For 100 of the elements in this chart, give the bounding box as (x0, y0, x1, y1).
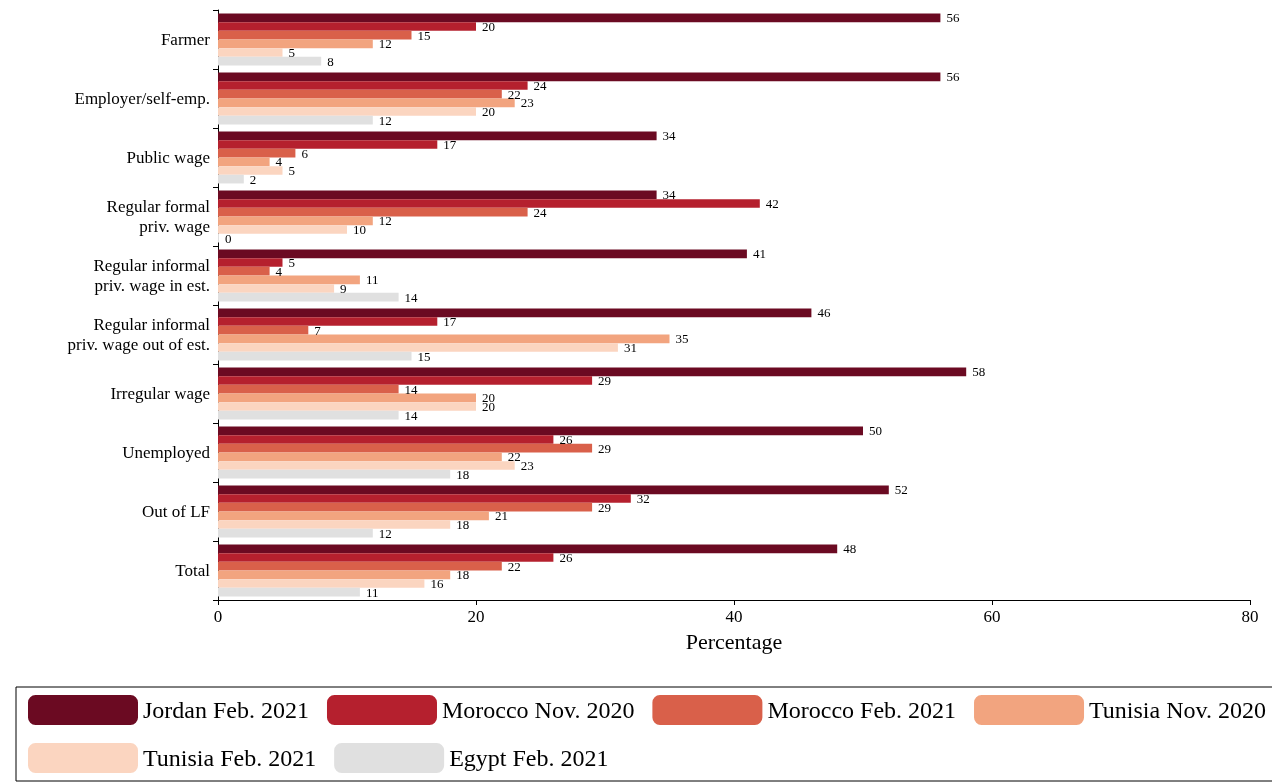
bar (218, 81, 528, 90)
x-tick-label: 40 (725, 607, 743, 626)
bar (218, 410, 399, 420)
x-tick-label: 80 (1241, 607, 1259, 626)
bar (218, 452, 502, 462)
bar (218, 402, 476, 411)
data-label: 11 (365, 584, 379, 600)
legend-label: Morocco Nov. 2020 (441, 697, 635, 723)
data-label: 34 (662, 187, 677, 203)
data-label: 5 (288, 44, 295, 60)
data-label: 22 (507, 449, 521, 465)
legend-label: Morocco Feb. 2021 (767, 697, 957, 723)
data-label: 35 (675, 331, 689, 347)
bar (218, 587, 360, 597)
data-label: 6 (301, 145, 309, 161)
bar (218, 384, 399, 394)
data-label: 56 (946, 10, 960, 26)
data-label: 56 (946, 69, 960, 85)
data-label: 22 (507, 558, 521, 574)
data-label: 34 (662, 128, 677, 144)
data-label: 29 (598, 373, 612, 389)
bar (218, 275, 360, 285)
y-tick-label: Total (175, 561, 211, 580)
data-label: 10 (353, 221, 366, 237)
bar (218, 157, 270, 167)
data-label: 21 (494, 508, 508, 524)
bar (218, 89, 502, 99)
bar (218, 292, 399, 302)
bar (218, 56, 322, 66)
data-label: 9 (340, 280, 347, 296)
data-label: 5 (288, 255, 295, 271)
bar (218, 30, 412, 40)
bar (218, 131, 657, 141)
data-label: 26 (559, 550, 573, 566)
data-label: 12 (378, 525, 392, 541)
bar (218, 544, 838, 554)
data-label: 16 (430, 575, 444, 591)
bar (218, 367, 967, 377)
data-label: 23 (520, 95, 534, 111)
bar (218, 140, 438, 149)
bar (218, 317, 438, 326)
data-label: 2 (249, 171, 257, 187)
bar (218, 351, 412, 361)
bar (218, 148, 296, 158)
data-label: 20 (482, 103, 495, 119)
bar (218, 494, 631, 503)
data-label: 18 (456, 567, 470, 583)
x-tick-label: 0 (213, 607, 223, 626)
data-label: 5 (288, 162, 295, 178)
bar (218, 72, 941, 82)
bar (218, 435, 554, 444)
data-label: 31 (623, 339, 637, 355)
bar (218, 13, 941, 23)
bar (218, 393, 476, 403)
legend-label: Jordan Feb. 2021 (143, 697, 309, 723)
data-label: 29 (598, 440, 612, 456)
data-label: 58 (972, 364, 986, 380)
bar (218, 199, 760, 208)
bar (218, 266, 270, 276)
bar (218, 443, 593, 453)
legend-label: Tunisia Feb. 2021 (143, 745, 317, 771)
data-label: 17 (443, 314, 457, 330)
bar (218, 174, 244, 184)
y-tick-label: Employer/self-emp. (74, 89, 210, 108)
data-label: 24 (533, 78, 548, 94)
data-label: 48 (843, 541, 857, 557)
legend-label: Tunisia Nov. 2020 (1089, 697, 1266, 723)
data-label: 8 (327, 53, 334, 69)
bar (218, 48, 283, 57)
data-label: 4 (275, 154, 283, 170)
bar (218, 258, 283, 267)
bar (218, 570, 451, 580)
bar (218, 485, 889, 495)
bar (218, 166, 283, 175)
x-tick-label: 20 (467, 607, 485, 626)
data-label: 46 (817, 305, 831, 321)
bar (218, 284, 335, 293)
bar (218, 249, 747, 259)
data-label: 15 (417, 27, 431, 43)
data-label: 24 (533, 204, 548, 220)
legend-label: Egypt Feb. 2021 (449, 745, 609, 771)
bar (218, 426, 863, 436)
y-tick-label: Public wage (126, 148, 210, 167)
bar (218, 39, 373, 49)
bar (218, 461, 515, 470)
bar (218, 225, 347, 234)
data-label: 12 (378, 213, 392, 229)
y-tick-label: Irregular wage (110, 384, 210, 403)
bar (218, 376, 593, 385)
data-label: 14 (404, 381, 419, 397)
bar (218, 115, 373, 125)
bar (218, 502, 593, 512)
bar (218, 343, 618, 352)
y-tick-label: Unemployed (122, 443, 211, 462)
bar (218, 216, 373, 226)
y-tick-label: Regular formal priv. wage (106, 197, 211, 236)
data-label: 4 (275, 263, 283, 279)
data-label: 18 (456, 466, 470, 482)
bar (218, 528, 373, 538)
data-label: 0 (225, 230, 232, 246)
